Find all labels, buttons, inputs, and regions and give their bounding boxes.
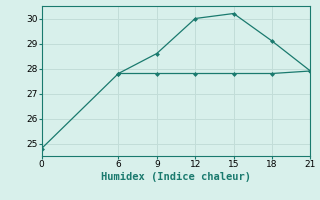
X-axis label: Humidex (Indice chaleur): Humidex (Indice chaleur) bbox=[101, 172, 251, 182]
